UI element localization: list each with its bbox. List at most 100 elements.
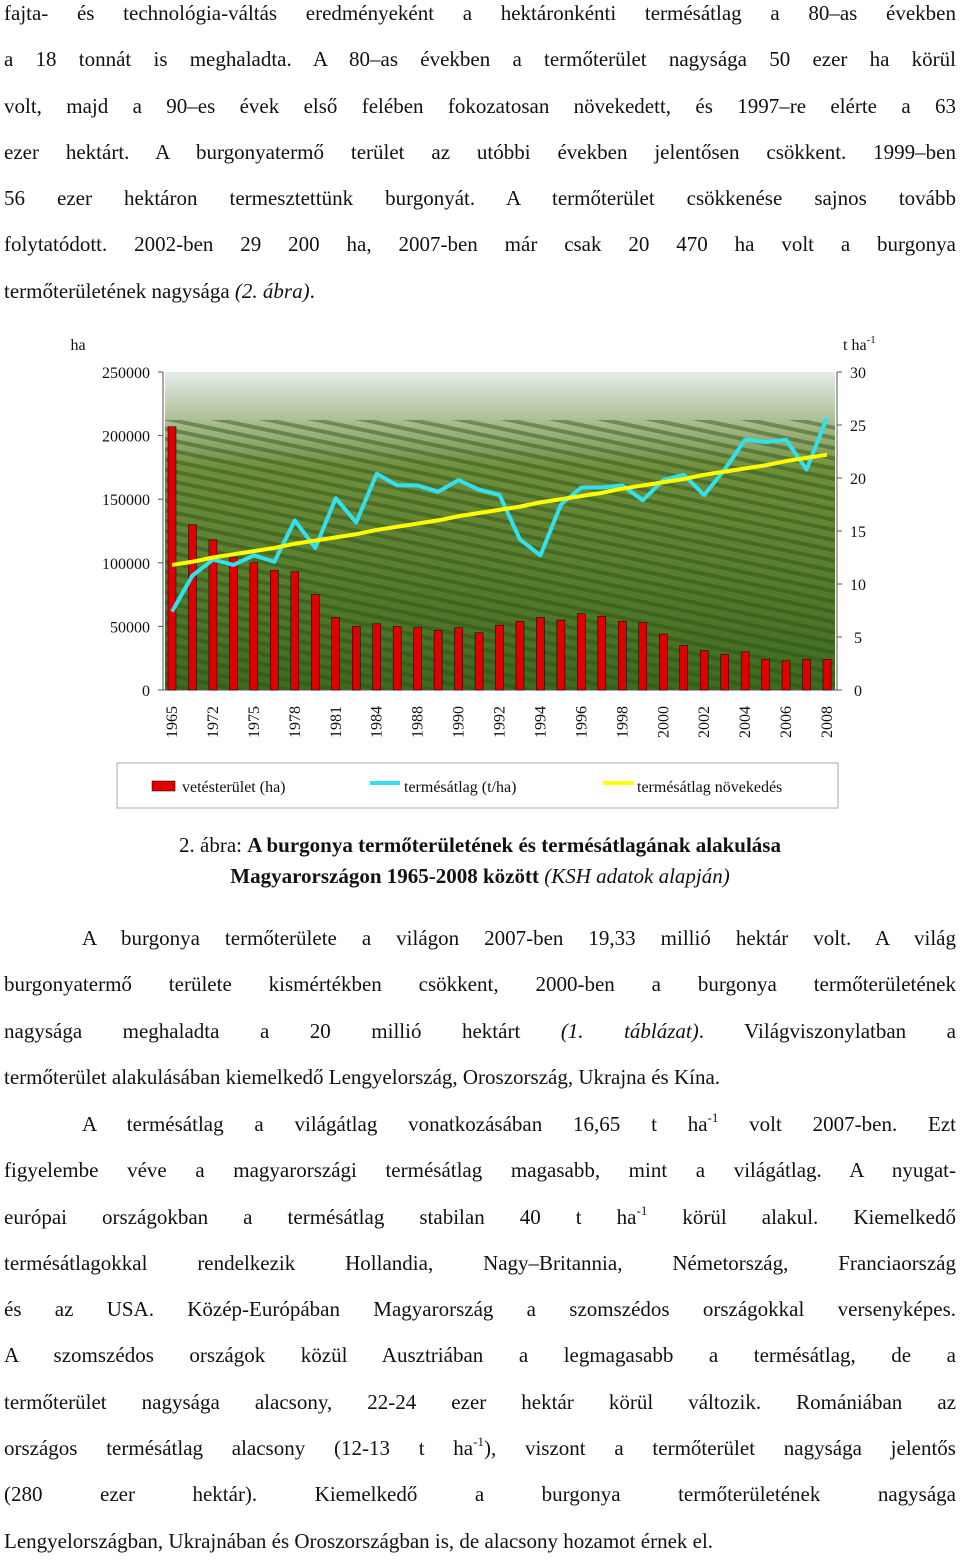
text-run: (2. ábra) <box>234 278 310 303</box>
text-line: ezer hektárt. A burgonyatermő terület az… <box>4 129 956 175</box>
x-tick-label: 1981 <box>328 706 345 738</box>
bar <box>433 629 443 691</box>
text-run: Magyarországon 1965-2008 között <box>230 864 539 888</box>
text-run: A burgonya termőterülete a világon 2007-… <box>82 926 956 950</box>
text-line: termőterület alakulásában kiemelkedő Len… <box>4 1054 956 1100</box>
bar <box>270 570 279 691</box>
text-line: volt, majd a 90–es évek első felében fok… <box>4 83 956 129</box>
x-tick-label: 1965 <box>164 706 181 738</box>
y2-axis-label-sup: -1 <box>867 334 876 346</box>
bar <box>249 562 259 691</box>
line <box>171 452 828 567</box>
bar <box>638 622 648 691</box>
bar <box>351 626 361 691</box>
bar <box>372 623 381 691</box>
y2-axis-label: t ha <box>843 337 867 354</box>
text-run: volt, majd a 90–es évek első felében fok… <box>4 93 956 118</box>
text-line: fajta- és technológia-váltás eredményeké… <box>4 0 956 36</box>
text-run: európai országokban a termésátlag stabil… <box>4 1204 637 1229</box>
bar <box>720 654 729 691</box>
x-tick-label: 1996 <box>573 706 590 738</box>
x-tick-label: 1988 <box>410 706 427 738</box>
text-line: (280 ezer hektár). Kiemelkedő a burgonya… <box>4 1471 956 1517</box>
x-tick-label: 1992 <box>492 706 509 738</box>
text-run: termőterület alakulásában kiemelkedő Len… <box>4 1064 721 1089</box>
paragraph: A termésátlag a világátlag vonatkozásába… <box>4 1101 956 1564</box>
text-run: fajta- és technológia-váltás eredményeké… <box>4 1 956 25</box>
bar <box>413 627 422 691</box>
y2-tick-label: 30 <box>850 365 866 382</box>
x-tick-label: 1984 <box>369 706 386 738</box>
x-tick-label: 2002 <box>696 706 713 738</box>
bar <box>392 626 402 691</box>
y2-tick-label: 0 <box>854 683 862 700</box>
x-tick-label: 1975 <box>246 706 263 738</box>
x-tick-label: 2008 <box>819 706 836 738</box>
bar <box>474 632 484 691</box>
paragraph: A burgonya termőterülete a világon 2007-… <box>4 915 956 1100</box>
text-line: folytatódott. 2002-ben 29 200 ha, 2007-b… <box>4 221 956 267</box>
y-tick-label: 200000 <box>102 429 150 446</box>
text-line: európai országokban a termésátlag stabil… <box>4 1194 956 1240</box>
text-run: termésátlagokkal rendelkezik Hollandia, … <box>4 1250 956 1275</box>
text-run: A szomszédos országok közül Ausztriában … <box>4 1343 956 1368</box>
text-run: termőterületének nagysága <box>4 278 235 303</box>
bar <box>761 659 770 691</box>
text-line: A szomszédos országok közül Ausztriában … <box>4 1332 956 1378</box>
y-tick-label: 250000 <box>102 365 150 382</box>
x-tick-label: 1978 <box>287 706 304 738</box>
bar <box>495 624 504 691</box>
bar <box>515 621 525 691</box>
x-tick-label: 1990 <box>451 706 468 738</box>
superscript: -1 <box>707 1110 719 1125</box>
text-run: . <box>309 278 315 303</box>
text-run: folytatódott. 2002-ben 29 200 ha, 2007-b… <box>4 232 956 257</box>
text-line: országos termésátlag alacsony (12-13 t h… <box>4 1425 956 1471</box>
text-line: Lengyelországban, Ukrajnában és Oroszors… <box>4 1518 956 1564</box>
bar <box>822 659 832 691</box>
bar <box>536 617 545 691</box>
bar <box>331 617 340 691</box>
caption: 2. ábra: A burgonya termőterületének és … <box>4 830 956 892</box>
text-run: és az USA. Közép-Európában Magyarország … <box>4 1297 956 1322</box>
text-line: A burgonya termőterülete a világon 2007-… <box>4 915 956 961</box>
legend-swatch <box>151 780 176 792</box>
y2-axis-label: t ha-1 <box>843 334 876 354</box>
text-line: nagysága meghaladta a 20 millió hektárt … <box>4 1008 956 1054</box>
y-axis-label: ha <box>70 337 85 354</box>
text-line: Magyarországon 1965-2008 között (KSH ada… <box>4 861 956 892</box>
text-line: termőterület nagysága alacsony, 22-24 ez… <box>4 1379 956 1425</box>
x-tick-label: 1972 <box>205 706 222 738</box>
bar <box>167 426 177 691</box>
bar <box>290 571 300 691</box>
text-run: ), viszont a termőterület nagysága jelen… <box>483 1436 956 1461</box>
bar <box>229 557 238 691</box>
bar <box>740 651 750 691</box>
bar <box>188 524 197 691</box>
paragraph: fajta- és technológia-váltás eredményeké… <box>4 0 956 314</box>
y-tick-label: 150000 <box>102 492 150 509</box>
bar <box>208 539 218 691</box>
bar <box>699 650 709 691</box>
legend-label: termésátlag növekedés <box>637 779 782 796</box>
y2-tick-label: 15 <box>850 524 866 541</box>
text-line: termőterületének nagysága (2. ábra). <box>4 268 956 314</box>
y2-tick-label: 10 <box>850 577 866 594</box>
text-run: A burgonya termőterületének és termésátl… <box>247 833 781 857</box>
text-run: burgonyatermő területe kismértékben csök… <box>4 972 956 997</box>
text-run: (280 ezer hektár). Kiemelkedő a burgonya… <box>4 1482 956 1507</box>
bar <box>659 633 668 691</box>
text-run: 56 ezer hektáron termesztettünk burgonyá… <box>4 186 956 211</box>
y-tick-label: 50000 <box>110 619 150 636</box>
bar <box>597 615 607 691</box>
superscript: -1 <box>473 1434 484 1450</box>
bar <box>454 627 463 691</box>
text-line: 56 ezer hektáron termesztettünk burgonyá… <box>4 175 956 221</box>
legend-label: termésátlag (t/ha) <box>404 779 516 796</box>
bar <box>311 594 320 691</box>
text-line: burgonyatermő területe kismértékben csök… <box>4 961 956 1007</box>
chart: ha t ha-1 0 50000 100000 150000 200000 250000… <box>70 334 876 809</box>
superscript: -1 <box>636 1202 648 1218</box>
text-run: (KSH adatok alapján) <box>544 864 730 888</box>
